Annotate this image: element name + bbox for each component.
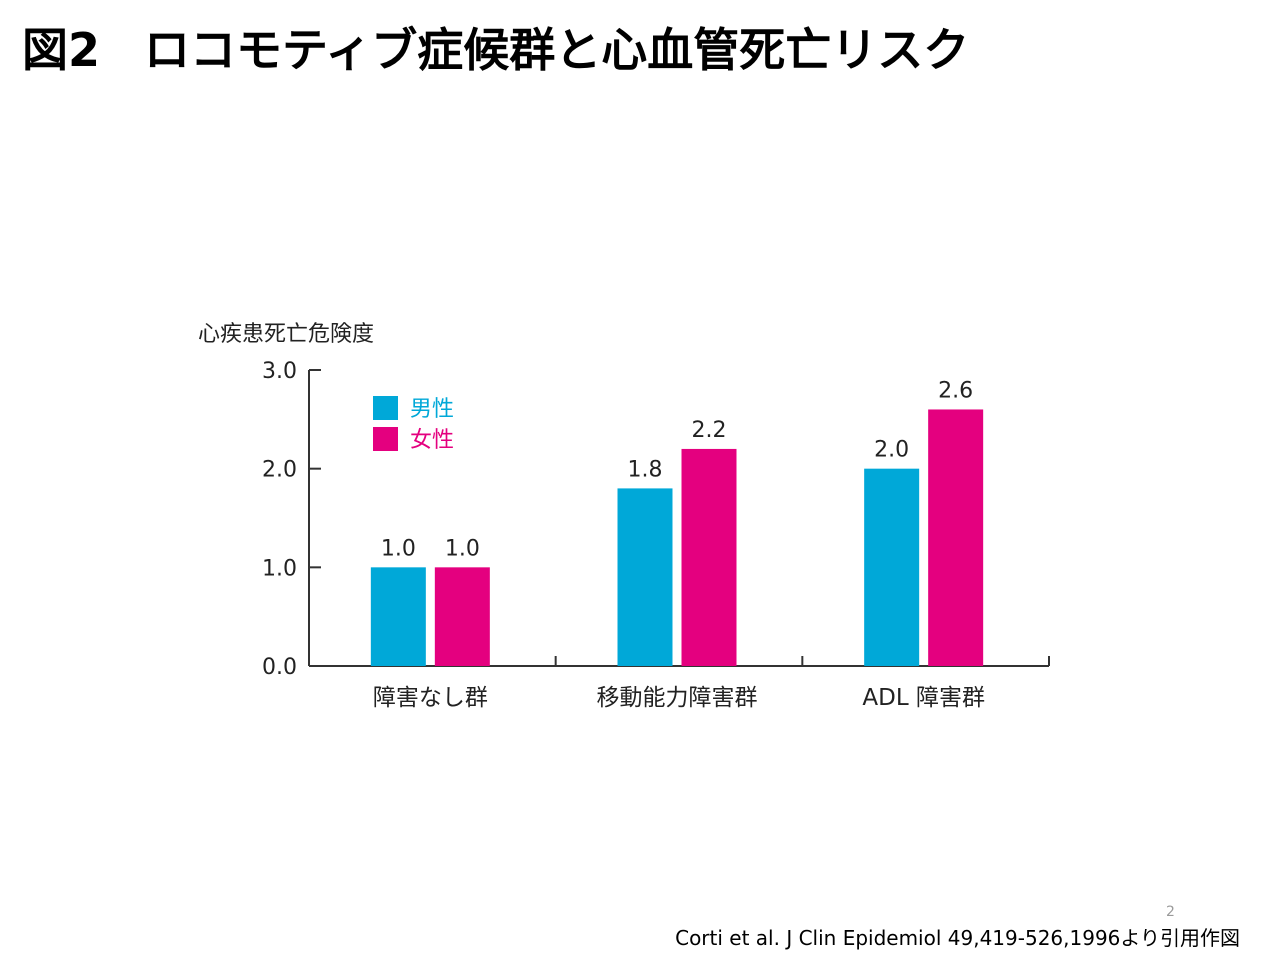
title-figure-number: 図2 [22, 23, 101, 77]
y-tick-label: 3.0 [262, 359, 297, 384]
citation: Corti et al. J Clin Epidemiol 49,419-526… [675, 926, 1240, 950]
bar [370, 567, 426, 666]
y-axis-title: 心疾患死亡危険度 [198, 322, 374, 347]
legend-label: 男性 [410, 397, 454, 422]
bar [864, 468, 920, 666]
bar-value-label: 1.0 [445, 536, 480, 561]
bar-value-label: 2.2 [692, 418, 727, 443]
title-text: ロコモティブ症候群と心血管死亡リスク [144, 23, 970, 77]
legend-label: 女性 [410, 428, 454, 453]
bar [681, 448, 737, 666]
legend-swatch [373, 427, 398, 451]
bar-value-label: 2.0 [874, 438, 909, 463]
x-tick-label: ADL 障害群 [862, 685, 985, 711]
slide-title: 図2 ロコモティブ症候群と心血管死亡リスク [22, 14, 969, 80]
bar [617, 488, 673, 666]
bar-value-label: 2.6 [938, 378, 973, 403]
x-tick-label: 移動能力障害群 [597, 685, 758, 711]
page-number: 2 [1166, 904, 1175, 920]
y-tick-label: 1.0 [262, 556, 297, 581]
bar-value-label: 1.0 [381, 536, 416, 561]
legend-swatch [373, 396, 398, 420]
bar [928, 409, 984, 666]
y-tick-label: 2.0 [262, 458, 297, 483]
y-tick-label: 0.0 [262, 655, 297, 680]
bar [434, 567, 490, 666]
x-tick-label: 障害なし群 [373, 685, 488, 711]
bar-value-label: 1.8 [628, 457, 663, 482]
